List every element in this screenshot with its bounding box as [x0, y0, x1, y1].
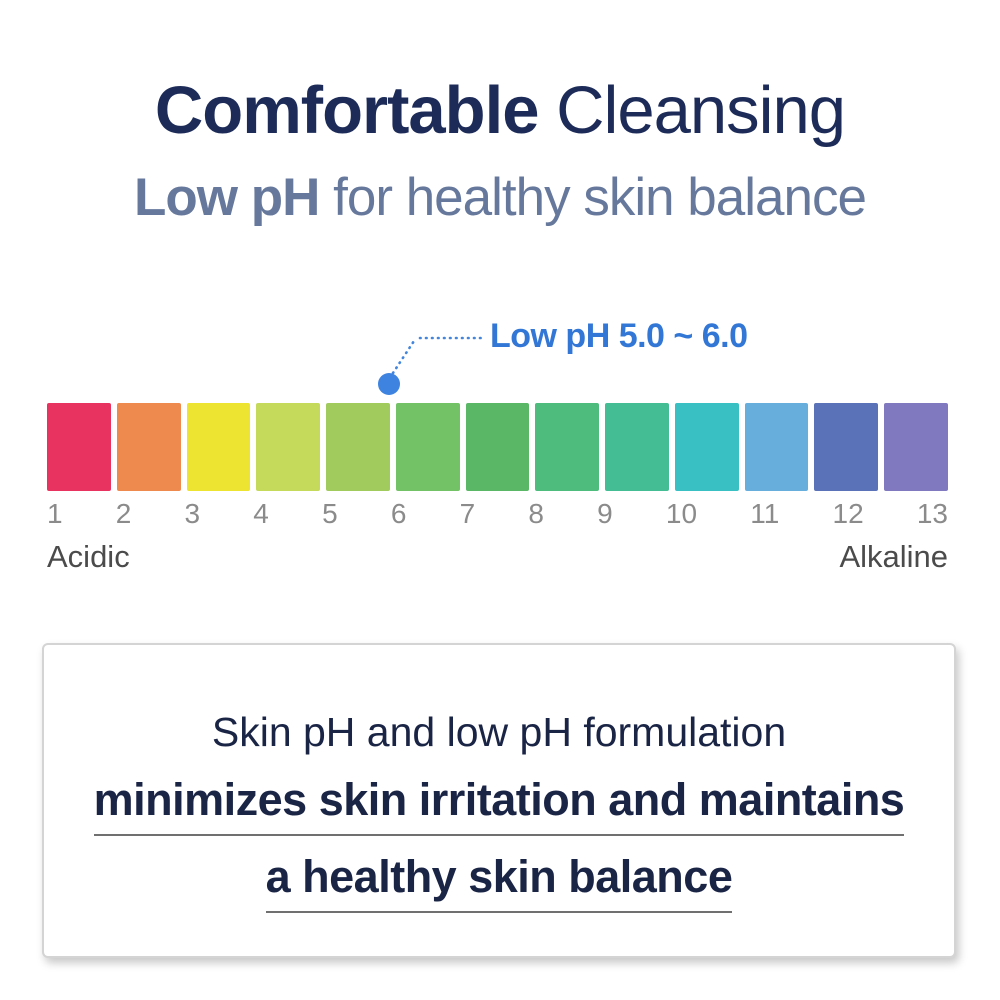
ph-number-6: 6 — [390, 498, 407, 529]
info-line-3: a healthy skin balance — [44, 851, 954, 913]
ph-number-5: 5 — [322, 498, 338, 529]
info-box: Skin pH and low pH formulation minimizes… — [42, 643, 956, 958]
ph-block-6 — [395, 403, 460, 491]
ph-end-labels: Acidic Alkaline — [47, 541, 948, 572]
ph-number-9: 9 — [597, 498, 613, 529]
ph-numbers: 1 2 3 4 5 6 7 8 9 10 11 12 13 — [47, 500, 948, 528]
page-title: Comfortable Cleansing — [0, 73, 1000, 148]
ph-number-11: 11 — [750, 498, 780, 529]
ph-scale: 1 2 3 4 5 6 7 8 9 10 11 12 13 Acidic Alkaline — [47, 403, 948, 572]
ph-number-1: 1 — [47, 498, 63, 529]
page-subtitle: Low pH for healthy skin balance — [0, 170, 1000, 226]
ph-block-9 — [605, 403, 669, 491]
ph-number-10: 10 — [665, 498, 698, 529]
subtitle-strong: Low pH — [134, 168, 320, 227]
ph-number-7: 7 — [459, 498, 476, 529]
ph-block-1 — [47, 403, 111, 491]
acidic-label: Acidic — [47, 539, 130, 574]
leader-diagonal-dotted-line — [391, 339, 416, 375]
info-line-1: Skin pH and low pH formulation — [211, 709, 787, 755]
info-line-2: minimizes skin irritation and maintains — [44, 774, 954, 836]
ph-block-5 — [326, 403, 390, 491]
title-light: Cleansing — [538, 73, 846, 148]
ph-block-3 — [186, 403, 251, 491]
annotation-leader — [378, 336, 484, 395]
ph-number-12: 12 — [832, 498, 864, 529]
info-line-3-text: a healthy skin balance — [265, 851, 733, 913]
ph-blocks — [47, 403, 948, 491]
low-ph-annotation: Low pH 5.0 ~ 6.0 — [490, 317, 748, 355]
title-strong: Comfortable — [154, 73, 540, 148]
ph-block-4 — [256, 403, 321, 491]
alkaline-label: Alkaline — [839, 539, 948, 574]
ph-number-2: 2 — [115, 498, 132, 529]
ph-block-8 — [535, 403, 600, 491]
ph-block-2 — [116, 403, 181, 491]
ph-block-7 — [465, 403, 530, 491]
ph-block-11 — [744, 403, 809, 491]
ph-block-12 — [814, 403, 879, 491]
ph-number-8: 8 — [528, 498, 544, 529]
subtitle-light: for healthy skin balance — [319, 168, 867, 227]
ph-number-3: 3 — [184, 498, 201, 529]
info-line-2-text: minimizes skin irritation and maintains — [93, 774, 905, 836]
ph-block-13 — [884, 403, 948, 491]
ph-block-10 — [674, 403, 739, 491]
ph-number-13: 13 — [916, 498, 948, 529]
ph-marker-dot — [378, 373, 400, 395]
ph-number-4: 4 — [253, 498, 269, 529]
